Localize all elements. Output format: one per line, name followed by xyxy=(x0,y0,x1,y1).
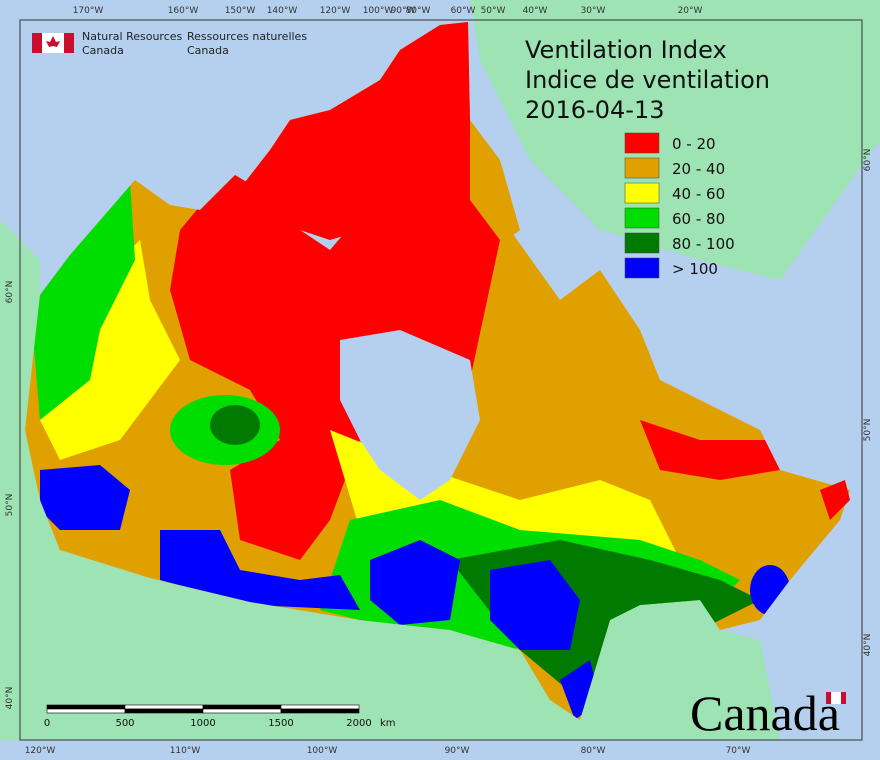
zone xyxy=(210,405,260,445)
top-label: 80°W xyxy=(406,6,431,16)
scale-segment xyxy=(124,704,204,710)
top-label: 140°W xyxy=(267,6,298,16)
legend-swatch xyxy=(624,182,660,204)
scale-label: 2000 xyxy=(346,718,371,729)
right-label: 50°N xyxy=(863,419,873,442)
title: 2016-04-13 xyxy=(525,96,664,124)
legend-label: > 100 xyxy=(672,260,718,278)
united-states xyxy=(0,220,780,740)
agency-fr: Canada xyxy=(187,44,229,57)
top-label: 160°W xyxy=(168,6,199,16)
title: Ventilation Index xyxy=(525,36,727,64)
zone xyxy=(30,180,135,420)
top-label: 100°W xyxy=(363,6,394,16)
wordmark: Canada xyxy=(690,685,846,741)
flag-bar xyxy=(64,33,74,53)
scale-segment xyxy=(46,708,126,714)
scale-segment xyxy=(46,704,126,710)
bottom-label: 80°W xyxy=(581,746,606,756)
top-label: 90°W xyxy=(391,6,416,16)
scale-segment xyxy=(202,704,282,710)
maple-leaf xyxy=(46,36,60,47)
zone xyxy=(640,420,780,480)
greenland xyxy=(470,0,880,280)
right-label: 40°N xyxy=(863,634,873,657)
scale-segment xyxy=(280,704,360,710)
scale-segment xyxy=(202,708,282,714)
top-label: 150°W xyxy=(225,6,256,16)
scale-label: 1500 xyxy=(268,718,293,729)
top-label: 40°W xyxy=(523,6,548,16)
left-label: 50°N xyxy=(5,494,15,517)
legend-swatch xyxy=(624,232,660,254)
frame xyxy=(19,19,863,741)
title: Indice de ventilation xyxy=(525,66,770,94)
top-label: 30°W xyxy=(581,6,606,16)
top-label: 120°W xyxy=(320,6,351,16)
legend-label: 40 - 60 xyxy=(672,185,725,203)
legend-swatch xyxy=(624,157,660,179)
top-label: 170°W xyxy=(73,6,104,16)
top-label: 60°W xyxy=(451,6,476,16)
wordmark-text: Canada xyxy=(690,685,840,741)
scale-label: 1000 xyxy=(190,718,215,729)
scale-bar: 0 500 1000 1500 2000 km xyxy=(44,704,396,729)
agency-logo: Natural Resources Canada Ressources natu… xyxy=(32,30,307,57)
zone xyxy=(490,560,580,650)
bottom-label: 120°W xyxy=(25,746,56,756)
legend-label: 80 - 100 xyxy=(672,235,735,253)
scale-segment xyxy=(280,708,360,714)
legend-label: 60 - 80 xyxy=(672,210,725,228)
graticule-labels: 170°W 160°W 150°W 140°W 120°W 100°W90°W80°W 60… xyxy=(5,6,873,756)
scale-segment xyxy=(124,708,204,714)
island xyxy=(820,480,850,520)
scale-unit: km xyxy=(380,718,396,729)
zone xyxy=(370,540,460,625)
scale-label: 0 xyxy=(44,718,50,729)
left-label: 60°N xyxy=(5,281,15,304)
bottom-label: 110°W xyxy=(170,746,201,756)
flag-bar xyxy=(32,33,42,53)
legend-label: 0 - 20 xyxy=(672,135,716,153)
legend-swatch xyxy=(624,257,660,279)
coast-islands xyxy=(820,480,850,520)
legend-swatch xyxy=(624,132,660,154)
zone xyxy=(40,465,130,530)
legend: 0 - 20 20 - 40 40 - 60 60 - 80 80 - 100 > 100 xyxy=(624,132,735,279)
bottom-label: 70°W xyxy=(726,746,751,756)
bottom-label: 90°W xyxy=(445,746,470,756)
top-label: 50°W xyxy=(481,6,506,16)
left-label: 40°N xyxy=(5,687,15,710)
agency-en: Canada xyxy=(82,44,124,57)
legend-swatch xyxy=(624,207,660,229)
zone xyxy=(160,530,360,610)
legend-label: 20 - 40 xyxy=(672,160,725,178)
hudson-bay xyxy=(340,330,480,500)
bottom-label: 100°W xyxy=(307,746,338,756)
agency-fr: Ressources naturelles xyxy=(187,30,307,43)
top-label: 20°W xyxy=(678,6,703,16)
agency-en: Natural Resources xyxy=(82,30,183,43)
scale-label: 500 xyxy=(115,718,134,729)
wordmark-flag-field xyxy=(831,692,841,704)
right-label: 60°N xyxy=(863,149,873,172)
